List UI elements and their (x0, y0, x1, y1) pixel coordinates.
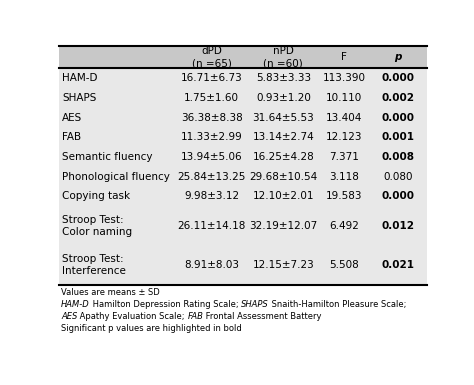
Text: 32.19±12.07: 32.19±12.07 (249, 221, 318, 231)
Text: 0.001: 0.001 (382, 132, 415, 142)
Text: 0.080: 0.080 (383, 172, 413, 182)
Text: 10.110: 10.110 (326, 93, 362, 103)
Text: 16.25±4.28: 16.25±4.28 (253, 152, 314, 162)
Text: 26.11±14.18: 26.11±14.18 (177, 221, 246, 231)
Bar (59, 108, 427, 127)
Text: SHAPS: SHAPS (241, 300, 269, 309)
Text: 0.000: 0.000 (382, 191, 415, 201)
Text: Semantic fluency: Semantic fluency (62, 152, 153, 162)
Text: 0.012: 0.012 (382, 221, 415, 231)
Text: 5.83±3.33: 5.83±3.33 (256, 73, 311, 83)
Text: dPD
(n =65): dPD (n =65) (192, 46, 232, 69)
Text: Phonological fluency: Phonological fluency (62, 172, 170, 182)
Text: Copying task: Copying task (62, 191, 130, 201)
Text: FAB: FAB (62, 132, 82, 142)
Text: FAB: FAB (188, 312, 203, 321)
Text: Apathy Evaluation Scale;: Apathy Evaluation Scale; (77, 312, 188, 321)
Bar (59, 206, 427, 246)
Text: SHAPS: SHAPS (62, 93, 97, 103)
Text: 7.371: 7.371 (329, 152, 359, 162)
Bar (59, 167, 427, 186)
Text: 113.390: 113.390 (322, 73, 365, 83)
Text: 12.15±7.23: 12.15±7.23 (253, 260, 314, 270)
Text: 12.10±2.01: 12.10±2.01 (253, 191, 314, 201)
Text: 13.14±2.74: 13.14±2.74 (253, 132, 314, 142)
Text: Values are means ± SD: Values are means ± SD (61, 288, 160, 297)
Text: nPD
(n =60): nPD (n =60) (264, 46, 303, 69)
Text: Snaith-Hamilton Pleasure Scale;: Snaith-Hamilton Pleasure Scale; (269, 300, 406, 309)
Text: 0.000: 0.000 (382, 73, 415, 83)
Text: HAM-D: HAM-D (61, 300, 90, 309)
Text: 9.98±3.12: 9.98±3.12 (184, 191, 239, 201)
Text: 0.021: 0.021 (382, 260, 415, 270)
Text: Stroop Test:
Color naming: Stroop Test: Color naming (62, 215, 132, 237)
Text: p: p (394, 52, 402, 62)
Text: F: F (341, 52, 347, 62)
Bar (59, 246, 427, 285)
Text: 31.64±5.53: 31.64±5.53 (253, 113, 314, 123)
Text: 19.583: 19.583 (326, 191, 362, 201)
Text: Frontal Assessment Battery: Frontal Assessment Battery (203, 312, 322, 321)
Text: HAM-D: HAM-D (62, 73, 98, 83)
Text: Significant p values are highlighted in bold: Significant p values are highlighted in … (61, 325, 242, 333)
Text: 29.68±10.54: 29.68±10.54 (249, 172, 318, 182)
Bar (59, 285, 427, 337)
Bar (59, 46, 427, 69)
Text: 6.492: 6.492 (329, 221, 359, 231)
Text: AES: AES (62, 113, 82, 123)
Text: 11.33±2.99: 11.33±2.99 (181, 132, 243, 142)
Text: 13.94±5.06: 13.94±5.06 (181, 152, 243, 162)
Bar (59, 127, 427, 147)
Bar (59, 88, 427, 108)
Text: 12.123: 12.123 (326, 132, 362, 142)
Text: 3.118: 3.118 (329, 172, 359, 182)
Text: 0.008: 0.008 (382, 152, 415, 162)
Text: 36.38±8.38: 36.38±8.38 (181, 113, 243, 123)
Text: 5.508: 5.508 (329, 260, 359, 270)
Text: 1.75±1.60: 1.75±1.60 (184, 93, 239, 103)
Bar (59, 186, 427, 206)
Text: AES: AES (61, 312, 77, 321)
Bar (59, 69, 427, 88)
Text: 8.91±8.03: 8.91±8.03 (184, 260, 239, 270)
Text: 0.93±1.20: 0.93±1.20 (256, 93, 311, 103)
Text: 16.71±6.73: 16.71±6.73 (181, 73, 243, 83)
Text: Hamilton Depression Rating Scale;: Hamilton Depression Rating Scale; (90, 300, 241, 309)
Text: 0.000: 0.000 (382, 113, 415, 123)
Text: 13.404: 13.404 (326, 113, 362, 123)
Text: 0.002: 0.002 (382, 93, 415, 103)
Bar (59, 147, 427, 167)
Text: 25.84±13.25: 25.84±13.25 (177, 172, 246, 182)
Text: Stroop Test:
Interference: Stroop Test: Interference (62, 254, 126, 276)
